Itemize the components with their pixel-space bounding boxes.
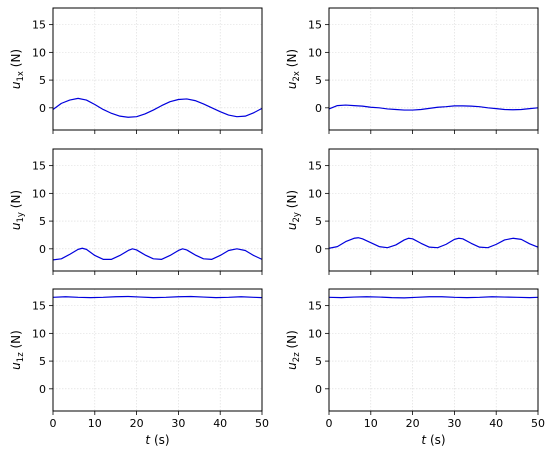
y-axis-label-unit: (N) [9,49,23,71]
y-axis-label-var: u [285,362,299,370]
x-tick-label: 50 [255,417,269,430]
x-tick-label: 30 [171,417,185,430]
y-tick-label: 10 [308,187,322,200]
y-tick-label: 0 [315,243,322,256]
x-tick-label: 20 [130,417,144,430]
series-line-u2y [329,237,538,249]
y-axis-label: u1x (N) [9,49,26,89]
x-tick-label: 20 [406,417,420,430]
x-tick-label: 0 [326,417,333,430]
y-tick-label: 5 [315,355,322,368]
y-tick-label: 0 [39,243,46,256]
y-tick-label: 5 [39,215,46,228]
y-axis-label-sub: 1y [16,212,26,222]
y-tick-label: 15 [308,300,322,313]
y-tick-label: 0 [39,383,46,396]
panel-u1z: 0 10 20 30 40 50 0 5 10 15 u1z (N) t (s) [9,288,269,447]
y-axis-label-sub: 2x [292,71,302,81]
y-tick-label: 15 [308,160,322,173]
y-axis-label-sub: 1x [16,71,26,81]
series-line-u1x [53,97,262,118]
y-axis-label-var: u [285,81,299,89]
axes-frame [52,148,263,272]
y-tick-label: 15 [32,300,46,313]
axes-frame [52,7,263,131]
y-tick-label: 5 [315,215,322,228]
y-axis-label-unit: (N) [285,190,299,212]
y-axis-label-var: u [9,222,23,230]
series-line-u2x [329,104,538,111]
panel-u1y: 0 5 10 15 u1y (N) [9,148,263,275]
y-axis-label-unit: (N) [9,190,23,212]
y-axis-label: u1z (N) [9,330,26,370]
x-tick-label: 30 [447,417,461,430]
panel-u2y: 0 5 10 15 u2y (N) [285,148,539,275]
x-axis-label-unit: (s) [426,433,445,447]
y-tick-label: 5 [315,74,322,87]
y-axis-label: u2x (N) [285,49,302,89]
y-axis-label: u2z (N) [285,330,302,370]
y-tick-label: 10 [308,46,322,59]
axes-frame [328,148,539,272]
axes-frame [52,288,263,412]
series-line-u1z [53,295,262,299]
x-axis-label-unit: (s) [150,433,169,447]
x-axis-label-var: t [421,433,427,447]
y-tick-label: 0 [39,102,46,115]
y-axis-label: u1y (N) [9,190,26,230]
y-tick-label: 10 [32,46,46,59]
x-tick-label: 40 [489,417,503,430]
y-axis-label-sub: 1z [16,352,26,362]
x-tick-label: 40 [213,417,227,430]
y-axis-label-var: u [9,362,23,370]
panel-u2x: 0 5 10 15 u2x (N) [285,7,539,134]
y-tick-label: 0 [315,102,322,115]
axes-frame [328,7,539,131]
y-axis-label-unit: (N) [285,330,299,352]
y-axis-label-var: u [285,222,299,230]
y-axis-label-sub: 2y [292,212,302,222]
panel-u1x: 0 5 10 15 u1x (N) [9,7,263,134]
x-tick-label: 10 [88,417,102,430]
y-axis-label-unit: (N) [9,330,23,352]
y-axis-label-sub: 2z [292,352,302,362]
y-tick-label: 5 [39,355,46,368]
y-axis-label-unit: (N) [285,49,299,71]
x-tick-label: 50 [531,417,545,430]
y-axis-label: u2y (N) [285,190,302,230]
y-tick-label: 0 [315,383,322,396]
axes-frame [328,288,539,412]
y-axis-label-var: u [9,81,23,89]
x-axis-label: t (s) [145,433,169,447]
x-tick-label: 0 [50,417,57,430]
x-axis-label: t (s) [421,433,445,447]
y-tick-label: 10 [32,187,46,200]
x-axis-label-var: t [145,433,151,447]
panel-u2z: 0 10 20 30 40 50 0 5 10 15 u2z (N) t (s) [285,288,545,447]
series-line-u1y [53,247,262,261]
x-tick-label: 10 [364,417,378,430]
series-line-u2z [329,296,538,299]
y-tick-label: 5 [39,74,46,87]
y-tick-label: 15 [32,19,46,32]
y-tick-label: 10 [32,327,46,340]
y-tick-label: 15 [32,160,46,173]
y-tick-label: 10 [308,327,322,340]
y-tick-label: 15 [308,19,322,32]
